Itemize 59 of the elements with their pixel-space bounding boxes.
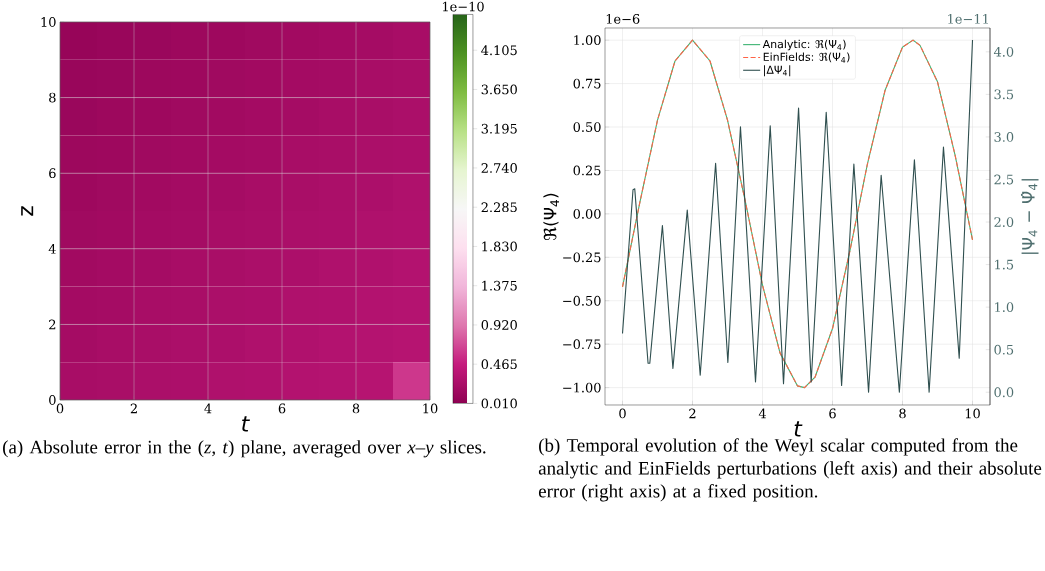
- y-tick-label: 8: [49, 92, 56, 103]
- y-tick-label: 6: [49, 168, 56, 179]
- y2-tick-label: 1.0: [995, 302, 1014, 313]
- x-tick-label: 4: [758, 408, 766, 419]
- y2-tick-label: 2.5: [994, 174, 1014, 185]
- color-bar-title: 1e−10: [442, 1, 484, 12]
- y2-tick-label: 0.5: [994, 344, 1014, 355]
- text: 1e−11: [948, 14, 988, 24]
- legend-label: |ΔΨ$_{4}$|: [764, 65, 791, 77]
- x-axis-title: t: [794, 421, 803, 437]
- x-tick-label: 2: [689, 408, 696, 419]
- y2-axis-title: |Ψ$_{4}$ − Ψ̂$_{4}$|: [1020, 179, 1039, 254]
- y2-tick-label: 2.0: [994, 217, 1014, 227]
- x-tick-label: 10: [423, 403, 438, 414]
- y-axis-title: ℜ(Ψ$_{4}$): [543, 193, 559, 240]
- y-tick-label: 0: [49, 395, 56, 405]
- color-bar-label: 3.650: [481, 84, 517, 95]
- color-bar-label: 1.375: [482, 280, 517, 291]
- y2-tick-label: 3.5: [994, 89, 1014, 100]
- color-bar-label: 0.920: [481, 320, 517, 330]
- y-tick-label: 0.75: [573, 78, 601, 89]
- y-axis-title: z: [21, 206, 34, 216]
- y-tick-label: −0.25: [563, 252, 601, 263]
- x-tick-label: 6: [829, 408, 836, 419]
- x-tick-label: 2: [130, 403, 137, 414]
- x-tick-label: 10: [965, 408, 980, 419]
- color-bar-label: 2.285: [481, 202, 517, 213]
- x-tick-label: 0: [619, 408, 626, 419]
- y-tick-label: 0.25: [573, 165, 601, 176]
- y-tick-label: −0.50: [563, 295, 601, 306]
- y-tick-label: 2: [49, 319, 56, 330]
- y2-tick-label: 3.0: [994, 132, 1014, 142]
- color-bar-label: 1.830: [482, 241, 517, 252]
- x-axis-title: t: [242, 416, 250, 432]
- y2-tick-label: 4.0: [993, 46, 1014, 57]
- text: (a) Absolute error in the (z, t) plane, averaged over x–y slices.: [3, 440, 486, 458]
- color-bar-label: 2.740: [481, 163, 517, 173]
- y-tick-label: 10: [41, 17, 56, 27]
- y-tick-label: −1.00: [563, 382, 601, 393]
- y-tick-label: 1.00: [574, 35, 601, 46]
- x-tick-label: 6: [278, 403, 286, 414]
- color-bar-label: 3.195: [481, 123, 517, 134]
- y-tick-label: −0.75: [563, 339, 601, 350]
- x-tick-label: 4: [204, 403, 212, 414]
- legend-label: Analytic: ℜ(Ψ$_{4}$): [762, 39, 846, 51]
- text: (b) Temporal evolution of the Weyl scalar computed from the analytic and EinFields perturbations (left axis) and their absolute error (right axis) at a fixed position.: [538, 438, 1042, 502]
- x-tick-label: 0: [56, 403, 64, 414]
- legend-label: EinFields: ℜ(Ψ$_{4}$): [763, 52, 850, 63]
- y2-tick-label: 1.5: [995, 259, 1014, 270]
- color-bar-label: 0.465: [481, 359, 517, 370]
- color-bar-label: 4.105: [481, 45, 517, 56]
- x-tick-label: 8: [899, 408, 906, 419]
- y-tick-label: 0.50: [573, 122, 601, 132]
- color-bar-label: 0.010: [481, 398, 517, 409]
- x-tick-label: 8: [352, 403, 360, 414]
- y2-tick-label: 0.0: [994, 387, 1014, 398]
- y-tick-label: 4: [48, 243, 56, 254]
- y-tick-label: 0.00: [573, 209, 601, 219]
- text: 1e−6: [606, 14, 640, 24]
